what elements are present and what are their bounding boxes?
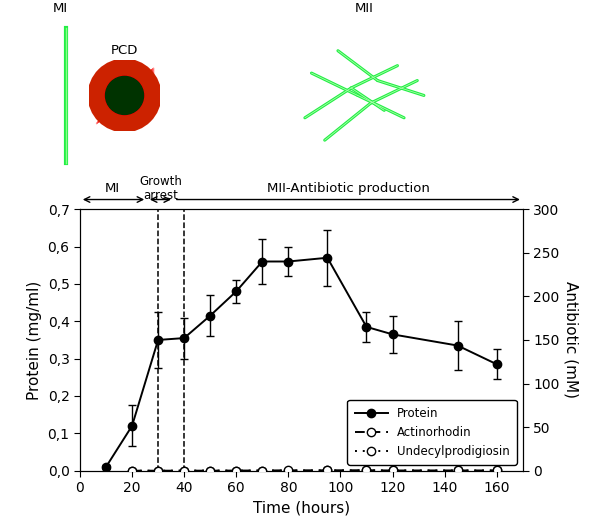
Legend: Protein, Actinorhodin, Undecylprodigiosin: Protein, Actinorhodin, Undecylprodigiosi… <box>347 400 517 465</box>
Text: MI: MI <box>52 2 68 15</box>
Text: MII: MII <box>355 2 374 15</box>
Text: MII-Antibiotic production: MII-Antibiotic production <box>267 183 430 196</box>
X-axis label: Time (hours): Time (hours) <box>253 501 350 516</box>
Y-axis label: Antibiotic (mM): Antibiotic (mM) <box>564 281 579 399</box>
Text: Growth
arrest: Growth arrest <box>139 175 182 202</box>
Text: PCD: PCD <box>111 44 138 57</box>
Text: MI: MI <box>105 183 120 196</box>
Y-axis label: Protein (mg/ml): Protein (mg/ml) <box>27 280 42 400</box>
Circle shape <box>106 76 143 115</box>
